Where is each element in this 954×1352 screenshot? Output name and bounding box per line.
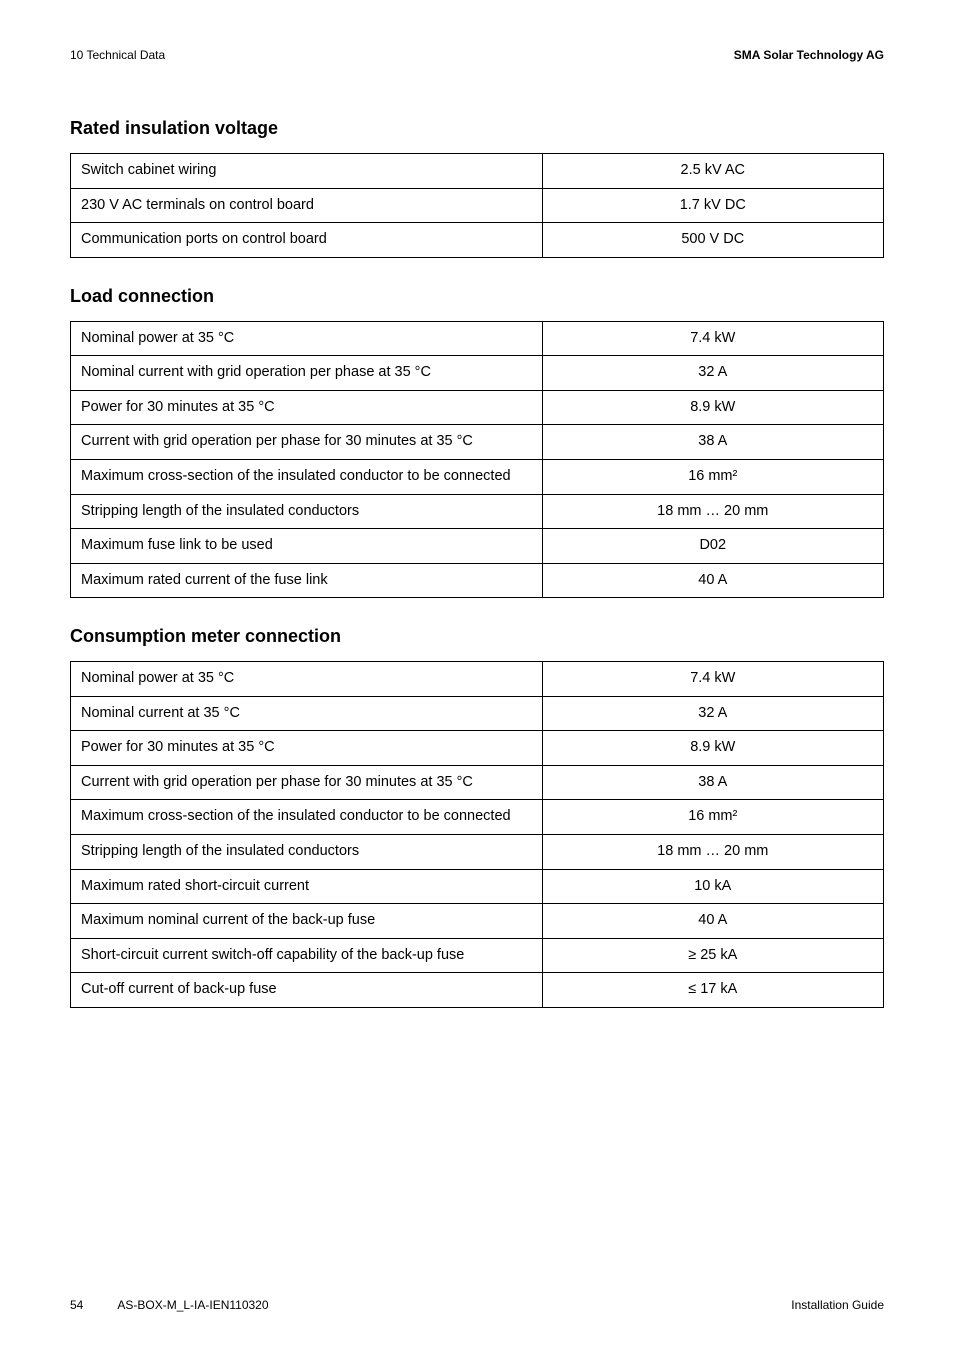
spec-table: Nominal power at 35 °C7.4 kWNominal curr… [70,321,884,599]
spec-label: Current with grid operation per phase fo… [71,765,543,800]
table-row: Current with grid operation per phase fo… [71,425,884,460]
spec-label: Maximum rated short-circuit current [71,869,543,904]
page-footer: 54 AS-BOX-M_L-IA-IEN110320 Installation … [70,1298,884,1312]
table-row: Stripping length of the insulated conduc… [71,494,884,529]
page: 10 Technical Data SMA Solar Technology A… [0,0,954,1352]
spec-table: Nominal power at 35 °C7.4 kWNominal curr… [70,661,884,1008]
section-heading: Rated insulation voltage [70,118,884,139]
footer-left: 54 AS-BOX-M_L-IA-IEN110320 [70,1298,269,1312]
spec-value: 16 mm² [542,459,883,494]
spec-label: 230 V AC terminals on control board [71,188,543,223]
spec-value: 1.7 kV DC [542,188,883,223]
header-right: SMA Solar Technology AG [734,48,884,62]
spec-label: Short-circuit current switch-off capabil… [71,938,543,973]
footer-right: Installation Guide [791,1298,884,1312]
spec-label: Maximum rated current of the fuse link [71,563,543,598]
table-row: Maximum cross-section of the insulated c… [71,800,884,835]
spec-label: Nominal current with grid operation per … [71,356,543,391]
table-row: Switch cabinet wiring2.5 kV AC [71,154,884,189]
spec-label: Maximum fuse link to be used [71,529,543,564]
header-left: 10 Technical Data [70,48,165,62]
spec-value: 32 A [542,356,883,391]
spec-value: 40 A [542,563,883,598]
table-row: Maximum rated short-circuit current10 kA [71,869,884,904]
table-row: Nominal power at 35 °C7.4 kW [71,662,884,697]
footer-page-number: 54 [70,1298,83,1312]
spec-label: Cut-off current of back-up fuse [71,973,543,1008]
table-row: Stripping length of the insulated conduc… [71,835,884,870]
spec-value: 500 V DC [542,223,883,258]
spec-value: ≥ 25 kA [542,938,883,973]
table-row: Current with grid operation per phase fo… [71,765,884,800]
spec-value: ≤ 17 kA [542,973,883,1008]
spec-value: D02 [542,529,883,564]
table-row: Communication ports on control board500 … [71,223,884,258]
table-row: Maximum rated current of the fuse link40… [71,563,884,598]
section-heading: Load connection [70,286,884,307]
spec-value: 32 A [542,696,883,731]
table-row: Cut-off current of back-up fuse≤ 17 kA [71,973,884,1008]
spec-value: 8.9 kW [542,731,883,766]
spec-label: Maximum nominal current of the back-up f… [71,904,543,939]
footer-doc-id: AS-BOX-M_L-IA-IEN110320 [117,1298,268,1312]
spec-table: Switch cabinet wiring2.5 kV AC230 V AC t… [70,153,884,258]
spec-label: Maximum cross-section of the insulated c… [71,800,543,835]
spec-label: Nominal current at 35 °C [71,696,543,731]
spec-label: Power for 30 minutes at 35 °C [71,731,543,766]
spec-label: Stripping length of the insulated conduc… [71,835,543,870]
spec-label: Current with grid operation per phase fo… [71,425,543,460]
table-row: Nominal current at 35 °C32 A [71,696,884,731]
section-heading: Consumption meter connection [70,626,884,647]
spec-label: Maximum cross-section of the insulated c… [71,459,543,494]
table-row: 230 V AC terminals on control board1.7 k… [71,188,884,223]
table-row: Power for 30 minutes at 35 °C8.9 kW [71,390,884,425]
spec-value: 7.4 kW [542,321,883,356]
spec-value: 16 mm² [542,800,883,835]
spec-label: Nominal power at 35 °C [71,662,543,697]
spec-value: 18 mm … 20 mm [542,494,883,529]
spec-label: Communication ports on control board [71,223,543,258]
spec-label: Nominal power at 35 °C [71,321,543,356]
spec-value: 10 kA [542,869,883,904]
spec-label: Switch cabinet wiring [71,154,543,189]
spec-value: 7.4 kW [542,662,883,697]
spec-value: 8.9 kW [542,390,883,425]
table-row: Maximum cross-section of the insulated c… [71,459,884,494]
table-row: Short-circuit current switch-off capabil… [71,938,884,973]
table-row: Maximum fuse link to be usedD02 [71,529,884,564]
spec-value: 2.5 kV AC [542,154,883,189]
spec-value: 40 A [542,904,883,939]
table-row: Maximum nominal current of the back-up f… [71,904,884,939]
page-header: 10 Technical Data SMA Solar Technology A… [70,48,884,62]
spec-value: 38 A [542,425,883,460]
spec-value: 38 A [542,765,883,800]
table-row: Nominal power at 35 °C7.4 kW [71,321,884,356]
content: Rated insulation voltage Switch cabinet w… [70,118,884,1008]
table-row: Nominal current with grid operation per … [71,356,884,391]
table-row: Power for 30 minutes at 35 °C8.9 kW [71,731,884,766]
spec-label: Stripping length of the insulated conduc… [71,494,543,529]
spec-label: Power for 30 minutes at 35 °C [71,390,543,425]
spec-value: 18 mm … 20 mm [542,835,883,870]
